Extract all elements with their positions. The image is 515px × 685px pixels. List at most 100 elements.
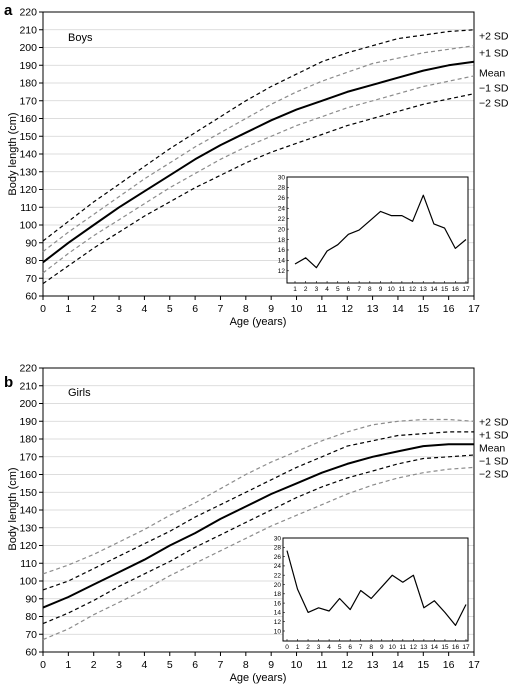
y-tick-label: 150	[19, 487, 37, 499]
x-tick-label: 2	[91, 659, 97, 671]
inset-y-tick-label: 22	[278, 216, 286, 223]
x-tick-label: 13	[367, 659, 379, 671]
inset-y-tick-label: 20	[274, 582, 282, 589]
sd-line-0	[42, 418, 475, 575]
sd-line-3	[42, 454, 475, 625]
x-tick-label: 5	[167, 303, 173, 315]
inset-y-tick-label: 22	[274, 573, 282, 580]
panel-a: a607080901001101201301401501601701801902…	[4, 2, 509, 328]
mean-line	[42, 60, 475, 264]
inset-y-tick-label: 26	[274, 554, 282, 561]
x-tick-label: 11	[316, 659, 327, 671]
sd-line-1	[42, 431, 474, 591]
x-tick-label: 16	[443, 303, 455, 315]
inset-x-tick-label: 2	[304, 286, 308, 293]
x-tick-label: 12	[341, 303, 353, 315]
inset-x-tick-label: 10	[388, 286, 396, 293]
y-tick-label: 110	[20, 558, 37, 570]
x-tick-label: 2	[91, 303, 97, 315]
x-tick-label: 16	[443, 659, 455, 671]
inset-x-tick-label: 5	[338, 644, 342, 651]
inset-x-tick-label: 5	[336, 286, 340, 293]
inset-x-tick-label: 9	[379, 286, 383, 293]
x-tick-label: 8	[243, 303, 249, 315]
x-tick-label: 6	[192, 659, 198, 671]
inset-x-tick-label: 6	[348, 644, 352, 651]
inset-y-tick-label: 26	[278, 195, 286, 202]
x-tick-label: 12	[341, 659, 353, 671]
panel-letter: b	[4, 374, 13, 391]
inset-x-tick-label: 10	[389, 644, 397, 651]
inset-x-tick-label: 0	[285, 644, 289, 651]
y-tick-label: 60	[25, 647, 37, 659]
y-tick-label: 90	[25, 593, 37, 605]
x-tick-label: 14	[392, 659, 404, 671]
x-tick-label: 17	[468, 659, 480, 671]
y-tick-label: 70	[25, 273, 37, 285]
inset-line	[294, 194, 467, 269]
sd-label: +1 SD	[479, 430, 509, 442]
y-tick-label: 160	[19, 113, 37, 125]
inset-x-tick-label: 7	[357, 286, 361, 293]
inset-y-tick-label: 28	[274, 545, 282, 552]
sd-line-0	[42, 29, 475, 242]
inset-x-tick-label: 8	[368, 286, 372, 293]
x-tick-label: 0	[40, 659, 46, 671]
sd-label: −1 SD	[479, 456, 509, 468]
x-axis-title: Age (years)	[230, 672, 287, 684]
x-tick-label: 13	[367, 303, 379, 315]
y-tick-label: 170	[19, 95, 37, 107]
x-tick-label: 9	[268, 303, 274, 315]
sex-label: Girls	[68, 387, 91, 399]
x-tick-label: 15	[417, 659, 429, 671]
inset-x-tick-label: 9	[380, 644, 384, 651]
inset-x-tick-label: 4	[325, 286, 329, 293]
y-tick-label: 160	[19, 469, 37, 481]
y-tick-label: 220	[19, 7, 37, 19]
inset-x-tick-label: 16	[452, 286, 460, 293]
sd-label: +2 SD	[479, 31, 509, 43]
inset-x-tick-label: 17	[462, 286, 470, 293]
x-tick-label: 10	[291, 659, 303, 671]
y-tick-label: 130	[19, 166, 37, 178]
y-tick-label: 220	[19, 363, 37, 375]
x-tick-label: 7	[218, 659, 224, 671]
x-tick-label: 14	[392, 303, 404, 315]
sd-label: −2 SD	[479, 98, 509, 110]
inset-x-tick-label: 11	[399, 286, 406, 293]
inset-y-tick-label: 24	[274, 563, 282, 570]
inset-y-tick-label: 30	[278, 174, 286, 181]
inset-y-tick-label: 12	[278, 268, 286, 275]
y-tick-label: 210	[19, 380, 37, 392]
x-tick-label: 9	[268, 659, 274, 671]
inset-x-tick-label: 6	[347, 286, 351, 293]
inset-y-tick-label: 24	[278, 206, 286, 213]
inset-y-tick-label: 14	[274, 610, 282, 617]
inset-x-tick-label: 1	[293, 286, 297, 293]
sd-label: +1 SD	[479, 48, 509, 60]
y-tick-label: 60	[25, 291, 37, 303]
y-tick-label: 200	[19, 42, 37, 54]
x-tick-label: 10	[291, 303, 303, 315]
y-tick-label: 130	[19, 522, 37, 534]
mean-line	[42, 443, 474, 609]
inset-x-tick-label: 8	[369, 644, 373, 651]
inset-y-tick-label: 18	[274, 591, 282, 598]
y-tick-label: 140	[19, 505, 37, 517]
x-tick-label: 8	[243, 659, 249, 671]
inset-x-tick-label: 3	[315, 286, 319, 293]
y-tick-label: 70	[25, 629, 37, 641]
sd-label: −1 SD	[479, 83, 509, 95]
y-tick-label: 90	[25, 237, 37, 249]
inset-x-tick-label: 17	[462, 644, 470, 651]
inset-y-tick-label: 20	[278, 226, 286, 233]
inset-x-tick-label: 15	[441, 644, 449, 651]
x-axis-title: Age (years)	[230, 316, 287, 328]
y-tick-label: 200	[19, 398, 37, 410]
inset-x-tick-label: 2	[306, 644, 310, 651]
inset-x-tick-label: 12	[410, 644, 418, 651]
panel-b: b607080901001101201301401501601701801902…	[4, 363, 509, 685]
y-tick-label: 140	[19, 149, 37, 161]
